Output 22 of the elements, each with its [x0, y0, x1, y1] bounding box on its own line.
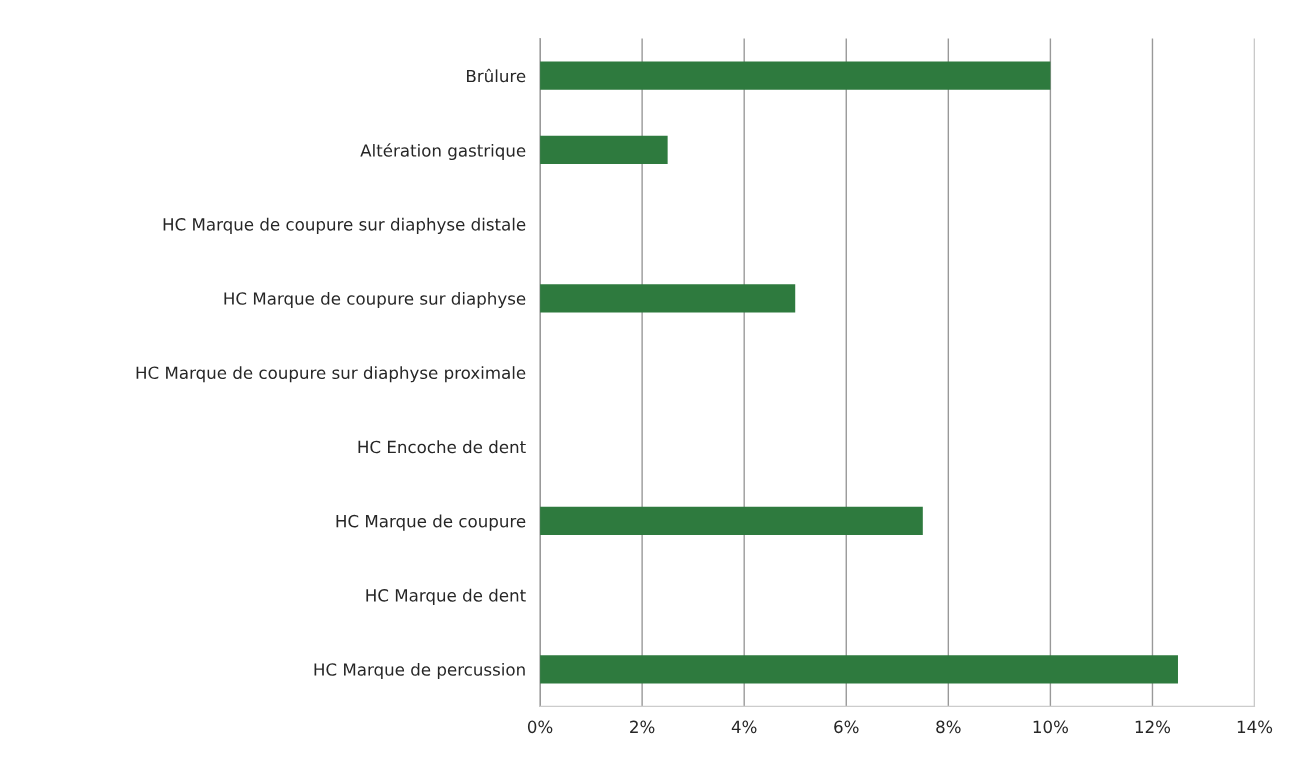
x-tick-label: 0% — [527, 720, 553, 734]
y-tick-label: Altération gastrique — [360, 143, 526, 161]
bar — [540, 655, 1178, 684]
x-tick-label: 12% — [1135, 720, 1171, 734]
y-tick-label: HC Marque de coupure — [336, 514, 526, 531]
y-tick-label: HC Marque de coupure sur diaphyse proximale — [136, 366, 526, 383]
bar — [540, 506, 923, 535]
x-tick-label: 6% — [834, 720, 859, 734]
y-tick-label: HC Marque de coupure sur diaphyse distale — [163, 217, 526, 234]
bar — [540, 284, 796, 313]
y-tick-label: HC Marque de dent — [366, 588, 526, 605]
bar — [540, 61, 1051, 90]
x-tick-label: 2% — [630, 720, 655, 734]
bar — [540, 135, 668, 164]
x-tick-label: 14% — [1237, 720, 1273, 734]
x-tick-label: 4% — [731, 720, 757, 734]
x-tick-label: 8% — [936, 720, 961, 734]
x-tick-label: 10% — [1033, 720, 1068, 734]
y-tick-label: HC Marque de coupure sur diaphyse — [224, 291, 526, 309]
y-tick-label: Brûlure — [467, 68, 526, 83]
y-tick-label: HC Marque de percussion — [314, 662, 525, 680]
y-tick-label: HC Encoche de dent — [358, 440, 526, 454]
